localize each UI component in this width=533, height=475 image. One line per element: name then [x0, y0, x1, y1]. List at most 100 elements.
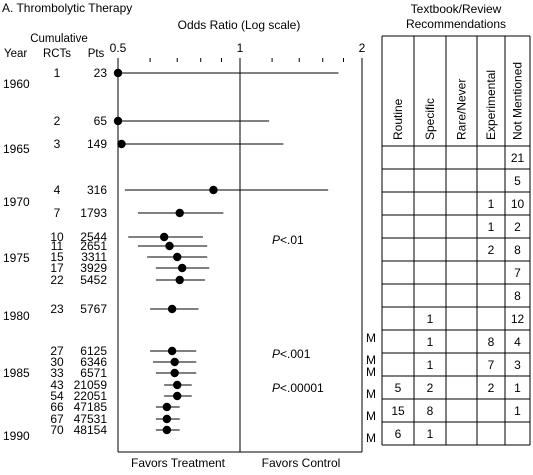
patient-count: 47185 — [74, 400, 108, 414]
table-cell-value: 1 — [427, 312, 434, 326]
odds-ratio-point — [177, 263, 187, 273]
table-column-header: Specific — [423, 98, 437, 140]
patient-count: 6346 — [80, 355, 107, 369]
year-label: 1970 — [3, 195, 30, 209]
study-row: 70 48154 — [50, 423, 180, 437]
study-row: 23 5767 — [50, 302, 199, 316]
table-cell-value: 3 — [514, 358, 521, 372]
m-marker: M — [366, 365, 376, 379]
rcts-count: 22 — [50, 273, 64, 287]
table-cell-value: 1 — [427, 427, 434, 441]
study-row: 43 21059 — [50, 378, 192, 392]
patient-count: 48154 — [74, 423, 108, 437]
patient-count: 3929 — [80, 261, 107, 275]
m-marker: M — [366, 331, 376, 345]
odds-ratio-point — [170, 368, 179, 378]
rcts-count: 66 — [50, 400, 64, 414]
odds-ratio-point — [175, 275, 184, 285]
odds-ratio-point — [209, 185, 218, 195]
study-row: 66 47185 — [50, 400, 180, 414]
year-label: 1980 — [3, 309, 30, 323]
year-labels: 1960 1965 1970 1975 1980 1985 1990 — [3, 77, 30, 443]
table-cell-value: 8 — [427, 404, 434, 418]
p-value-label: P<.01 — [272, 233, 304, 247]
odds-ratio-point — [175, 208, 184, 218]
patient-count: 23 — [94, 66, 108, 80]
rcts-count: 23 — [50, 302, 64, 316]
patient-count: 65 — [94, 114, 108, 128]
odds-ratio-point — [167, 304, 177, 314]
study-row: 54 22051 — [50, 389, 192, 403]
rcts-count: 3 — [54, 137, 61, 151]
patient-count: 47531 — [74, 412, 108, 426]
rcts-count: 70 — [50, 423, 64, 437]
m-marker: M — [366, 409, 376, 423]
patient-count: 6125 — [80, 344, 107, 358]
m-marker: M — [366, 387, 376, 401]
table-cell-value: 21 — [511, 151, 525, 165]
rcts-count: 10 — [50, 230, 64, 244]
patient-count: 5767 — [80, 302, 107, 316]
study-row: 7 1793 — [54, 206, 224, 220]
study-row: 27 6125 — [50, 344, 197, 358]
table-cell-value: 1 — [488, 220, 495, 234]
rcts-count: 30 — [50, 355, 64, 369]
year-label: 1990 — [3, 429, 30, 443]
table-cell-value: 4 — [514, 335, 521, 349]
odds-ratio-point — [173, 380, 182, 390]
favors-control-label: Favors Control — [262, 456, 341, 470]
table-cell-value: 2 — [427, 381, 434, 395]
odds-ratio-point — [162, 425, 172, 435]
table-cell-value: 5 — [514, 174, 521, 188]
table-cell-value: 1 — [427, 358, 434, 372]
p-value-label: P<.00001 — [272, 381, 324, 395]
odds-ratio-point — [162, 402, 172, 412]
study-row: 4 316 — [54, 183, 329, 197]
table-cell-value: 6 — [395, 427, 402, 441]
m-marker: M — [366, 431, 376, 445]
rcts-count: 54 — [50, 389, 64, 403]
table-column-header: Experimental — [484, 70, 498, 140]
odds-ratio-point — [162, 414, 172, 424]
table-cell-value: 15 — [391, 404, 405, 418]
p-value-labels: P<.01 P<.001 P<.00001 — [272, 233, 324, 395]
table-cell-value: 1 — [514, 404, 521, 418]
m-marker: M — [366, 353, 376, 367]
table-cell-value: 8 — [514, 289, 521, 303]
x-tick-label: 2 — [359, 41, 366, 55]
study-row: 2 65 — [54, 114, 270, 128]
rcts-count: 7 — [54, 206, 61, 220]
x-axis-ticks: 0.5 1 2 — [110, 41, 366, 64]
x-tick-label: 1 — [237, 41, 244, 55]
figure-title: A. Thrombolytic Therapy — [2, 1, 132, 15]
study-row: 33 6571 — [50, 366, 197, 380]
table-column-header: Not Mentioned — [511, 62, 525, 140]
table-cell-value: 8 — [514, 243, 521, 257]
odds-ratio-point — [170, 357, 179, 367]
odds-ratio-point — [117, 139, 126, 149]
patient-count: 3311 — [81, 250, 107, 264]
table-cell-value: 1 — [488, 197, 495, 211]
odds-ratio-point — [167, 346, 177, 356]
odds-ratio-point — [173, 252, 182, 262]
study-row: 30 6346 — [50, 355, 197, 369]
table-cell-value: 1 — [514, 381, 521, 395]
study-row: 22 5452 — [50, 273, 206, 287]
table-cell-value: 7 — [514, 266, 521, 280]
table-cell-value: 12 — [511, 312, 525, 326]
study-row: 10 2544 — [50, 230, 203, 244]
odds-ratio-point — [159, 232, 169, 242]
rcts-count: 4 — [54, 183, 61, 197]
patient-count: 1793 — [80, 206, 107, 220]
year-label: 1965 — [3, 142, 30, 156]
odds-ratio-point — [165, 241, 174, 251]
study-row: 67 47531 — [50, 412, 180, 426]
x-tick-label: 0.5 — [110, 41, 127, 55]
year-header: Year — [4, 48, 27, 60]
table-cell-value: 5 — [395, 381, 402, 395]
table-cell-value: 8 — [488, 335, 495, 349]
recommendations-table: Routine Specific Rare/Never Experimental Not… — [381, 35, 531, 446]
patient-count: 2544 — [80, 230, 107, 244]
